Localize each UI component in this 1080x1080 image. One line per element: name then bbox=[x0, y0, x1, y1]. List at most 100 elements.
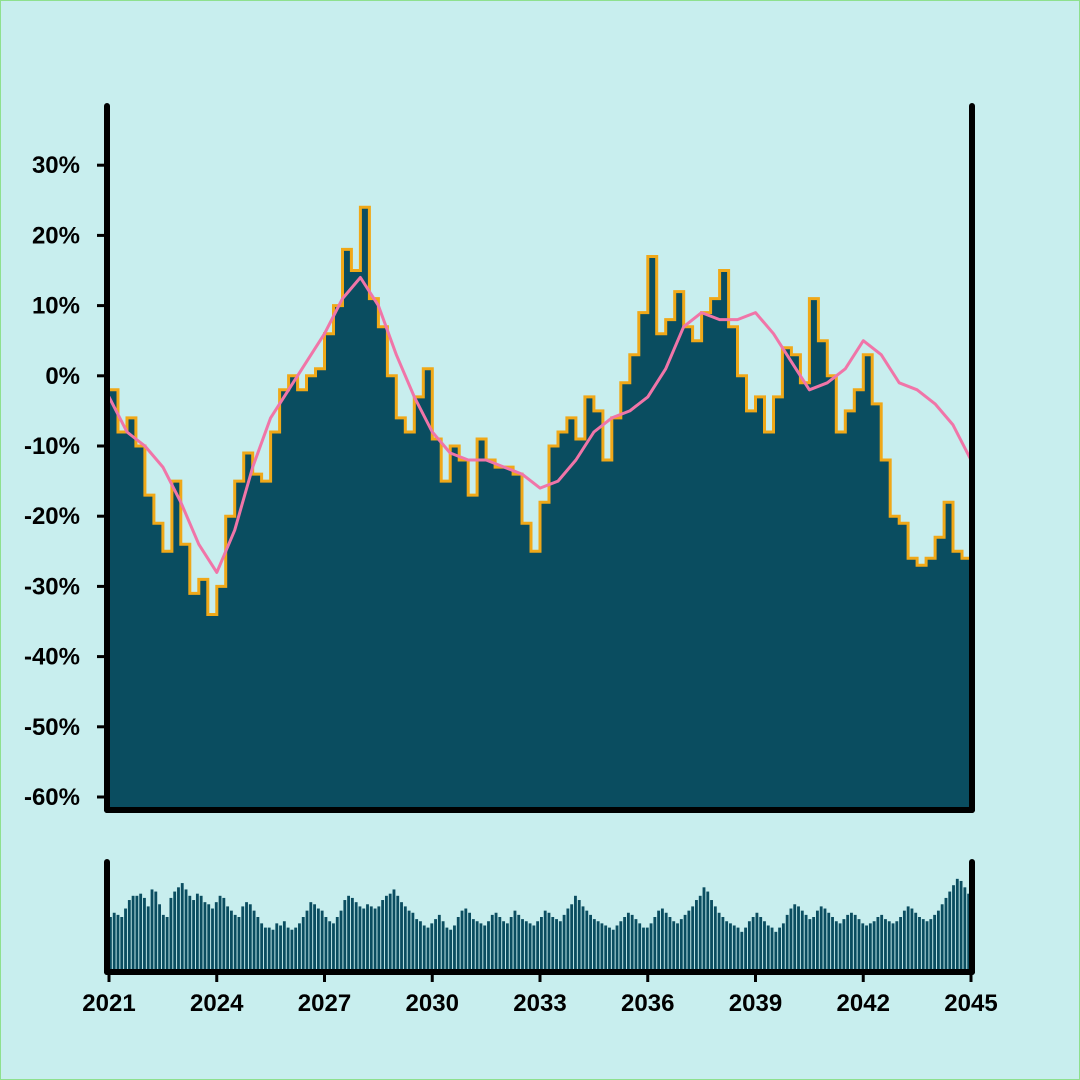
volume-bar bbox=[600, 923, 604, 970]
volume-bar bbox=[449, 929, 453, 970]
x-tick-label: 2039 bbox=[729, 990, 782, 1017]
volume-bar bbox=[921, 919, 925, 970]
x-tick-label: 2042 bbox=[837, 990, 890, 1017]
volume-bar bbox=[925, 921, 929, 970]
volume-bar bbox=[891, 923, 895, 970]
y-tick-label: -20% bbox=[24, 503, 80, 530]
volume-bar bbox=[645, 927, 649, 970]
y-tick-label: 20% bbox=[32, 222, 80, 249]
volume-bar bbox=[233, 914, 237, 970]
volume-bar bbox=[574, 895, 577, 970]
volume-bar bbox=[362, 908, 366, 970]
volume-bar bbox=[710, 900, 713, 970]
volume-bar bbox=[532, 925, 536, 970]
volume-bar bbox=[713, 906, 717, 970]
volume-bar bbox=[335, 917, 339, 970]
volume-bar bbox=[275, 923, 279, 970]
volume-bar bbox=[838, 923, 842, 970]
volume-bar bbox=[188, 895, 192, 970]
volume-bar bbox=[634, 919, 638, 970]
volume-bar bbox=[222, 897, 226, 970]
volume-bar bbox=[396, 895, 400, 970]
volume-bar bbox=[177, 887, 180, 970]
volume-bar bbox=[109, 917, 112, 970]
volume-bar bbox=[460, 910, 464, 970]
volume-bar bbox=[116, 914, 120, 970]
volume-bar bbox=[815, 910, 819, 970]
volume-bar bbox=[332, 923, 335, 970]
volume-bar bbox=[906, 906, 910, 970]
volume-bar bbox=[139, 893, 143, 970]
volume-bar bbox=[282, 921, 286, 970]
volume-bar bbox=[154, 891, 158, 970]
volume-bar bbox=[366, 904, 369, 970]
x-tick-label: 2045 bbox=[944, 990, 997, 1017]
volume-bar bbox=[899, 917, 903, 970]
volume-bar bbox=[207, 904, 211, 970]
volume-bar bbox=[959, 880, 963, 970]
volume-bar bbox=[649, 923, 653, 970]
volume-bar bbox=[403, 906, 407, 970]
volume-bar bbox=[551, 917, 555, 970]
x-tick-label: 2024 bbox=[190, 990, 244, 1017]
volume-bar bbox=[952, 885, 955, 970]
volume-bar bbox=[940, 904, 944, 970]
volume-bar bbox=[585, 910, 589, 970]
volume-bar bbox=[657, 910, 661, 970]
volume-bar bbox=[933, 914, 937, 970]
volume-bar bbox=[766, 925, 770, 970]
volume-bar bbox=[192, 900, 196, 970]
volume-bar bbox=[763, 921, 766, 970]
y-tick-label: -30% bbox=[24, 573, 80, 600]
volume-bar bbox=[918, 917, 921, 970]
volume-bar bbox=[120, 917, 124, 970]
volume-bar bbox=[914, 912, 918, 970]
volume-bar bbox=[592, 919, 596, 970]
volume-bar bbox=[797, 906, 800, 970]
volume-bar bbox=[441, 921, 445, 970]
moving-average-line bbox=[107, 276, 973, 574]
volume-bar bbox=[955, 878, 959, 970]
volume-bar bbox=[124, 908, 127, 970]
volume-bar bbox=[377, 906, 381, 970]
volume-bar bbox=[513, 910, 517, 970]
y-tick-label: 0% bbox=[45, 363, 80, 390]
volume-bar bbox=[241, 906, 245, 970]
volume-bar bbox=[868, 923, 872, 970]
volume-bar bbox=[887, 921, 891, 970]
volume-bar bbox=[929, 919, 933, 970]
volume-bar bbox=[536, 921, 540, 970]
volume-bar bbox=[611, 929, 615, 970]
volume-bar bbox=[717, 912, 721, 970]
volume-bar bbox=[558, 921, 562, 970]
volume-bar bbox=[347, 895, 351, 970]
volume-bar bbox=[419, 921, 422, 970]
volume-bar bbox=[373, 908, 377, 970]
volume-bar bbox=[800, 910, 804, 970]
volume-bar bbox=[498, 917, 502, 970]
volume-bar bbox=[411, 912, 415, 970]
volume-bar bbox=[827, 912, 831, 970]
volume-bar bbox=[350, 897, 354, 970]
volume-bar bbox=[407, 910, 411, 970]
volume-bar bbox=[642, 927, 645, 970]
volume-bar bbox=[691, 906, 695, 970]
x-tick-label: 2036 bbox=[621, 990, 674, 1017]
volume-bar bbox=[967, 893, 971, 970]
volume-bar bbox=[479, 923, 483, 970]
y-tick-label: 30% bbox=[32, 152, 80, 179]
volume-bar bbox=[589, 914, 592, 970]
volume-bar bbox=[286, 927, 290, 970]
volume-bar bbox=[339, 910, 343, 970]
volume-bar bbox=[505, 923, 509, 970]
volume-bar bbox=[267, 927, 271, 970]
volume-bar bbox=[865, 925, 868, 970]
volume-bar bbox=[729, 923, 732, 970]
volume-bar bbox=[774, 931, 778, 970]
volume-bar bbox=[279, 925, 282, 970]
volume-bar bbox=[324, 917, 328, 970]
volume-bar bbox=[316, 908, 320, 970]
volume-bar bbox=[464, 908, 468, 970]
volume-bar bbox=[570, 904, 574, 970]
